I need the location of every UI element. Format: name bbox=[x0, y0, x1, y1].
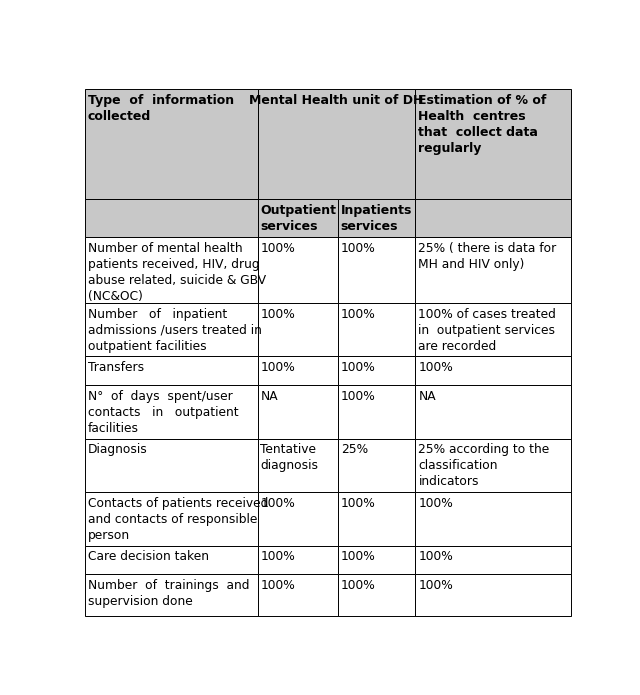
Text: Diagnosis: Diagnosis bbox=[88, 443, 148, 457]
Text: Number  of  trainings  and
supervision done: Number of trainings and supervision done bbox=[88, 579, 250, 608]
Text: 100%: 100% bbox=[260, 497, 295, 510]
Bar bbox=[257, 357, 338, 385]
Text: 100%: 100% bbox=[340, 243, 376, 255]
Bar bbox=[257, 303, 338, 357]
Text: 100%: 100% bbox=[340, 361, 376, 375]
Text: 100%: 100% bbox=[260, 579, 295, 592]
Text: 100%: 100% bbox=[340, 390, 376, 403]
Text: 100%: 100% bbox=[260, 308, 295, 321]
Text: Tentative
diagnosis: Tentative diagnosis bbox=[260, 443, 319, 473]
Text: Outpatient
services: Outpatient services bbox=[260, 204, 337, 233]
Bar bbox=[85, 574, 257, 616]
Text: N°  of  days  spent/user
contacts   in   outpatient
facilities: N° of days spent/user contacts in outpat… bbox=[88, 390, 239, 435]
Bar bbox=[85, 357, 257, 385]
Bar bbox=[85, 385, 257, 439]
Text: 100%: 100% bbox=[419, 361, 453, 375]
Text: 100%: 100% bbox=[340, 497, 376, 510]
Text: Number of mental health
patients received, HIV, drug
abuse related, suicide & GB: Number of mental health patients receive… bbox=[88, 243, 266, 303]
Bar bbox=[85, 303, 257, 357]
Bar bbox=[338, 574, 415, 616]
Bar bbox=[85, 238, 257, 303]
Bar bbox=[257, 199, 338, 238]
Text: Care decision taken: Care decision taken bbox=[88, 550, 209, 564]
Text: 25% ( there is data for
MH and HIV only): 25% ( there is data for MH and HIV only) bbox=[419, 243, 557, 271]
Bar bbox=[415, 546, 571, 574]
Text: Inpatients
services: Inpatients services bbox=[340, 204, 412, 233]
Text: 100%: 100% bbox=[340, 579, 376, 592]
Text: 100%: 100% bbox=[419, 579, 453, 592]
Bar bbox=[415, 439, 571, 492]
Text: 100%: 100% bbox=[260, 550, 295, 564]
Bar bbox=[85, 492, 257, 546]
Bar bbox=[257, 546, 338, 574]
Bar bbox=[257, 238, 338, 303]
Text: 25%: 25% bbox=[340, 443, 368, 457]
Bar bbox=[415, 357, 571, 385]
Text: 100%: 100% bbox=[260, 243, 295, 255]
Bar bbox=[257, 574, 338, 616]
Bar bbox=[85, 439, 257, 492]
Bar bbox=[415, 89, 571, 199]
Text: Mental Health unit of DH: Mental Health unit of DH bbox=[250, 94, 424, 106]
Bar bbox=[415, 492, 571, 546]
Bar bbox=[85, 199, 257, 238]
Text: 100% of cases treated
in  outpatient services
are recorded: 100% of cases treated in outpatient serv… bbox=[419, 308, 556, 353]
Bar bbox=[338, 199, 415, 238]
Bar bbox=[338, 357, 415, 385]
Bar bbox=[338, 385, 415, 439]
Bar bbox=[415, 385, 571, 439]
Bar bbox=[257, 439, 338, 492]
Text: Estimation of % of
Health  centres
that  collect data
regularly: Estimation of % of Health centres that c… bbox=[419, 94, 547, 154]
Text: 100%: 100% bbox=[419, 550, 453, 564]
Bar bbox=[415, 303, 571, 357]
Text: Type  of  information
collected: Type of information collected bbox=[88, 94, 234, 122]
Bar bbox=[338, 492, 415, 546]
Bar bbox=[85, 546, 257, 574]
Text: Contacts of patients received
and contacts of responsible
person: Contacts of patients received and contac… bbox=[88, 497, 268, 542]
Bar bbox=[338, 546, 415, 574]
Bar bbox=[415, 574, 571, 616]
Bar bbox=[338, 439, 415, 492]
Text: 100%: 100% bbox=[340, 308, 376, 321]
Bar bbox=[257, 89, 415, 199]
Bar bbox=[85, 89, 257, 199]
Bar bbox=[338, 238, 415, 303]
Text: 25% according to the
classification
indicators: 25% according to the classification indi… bbox=[419, 443, 550, 489]
Text: Number   of   inpatient
admissions /users treated in
outpatient facilities: Number of inpatient admissions /users tr… bbox=[88, 308, 262, 353]
Bar bbox=[257, 492, 338, 546]
Bar bbox=[415, 238, 571, 303]
Text: NA: NA bbox=[260, 390, 278, 403]
Text: 100%: 100% bbox=[419, 497, 453, 510]
Bar bbox=[338, 303, 415, 357]
Text: 100%: 100% bbox=[340, 550, 376, 564]
Bar bbox=[257, 385, 338, 439]
Text: NA: NA bbox=[419, 390, 436, 403]
Bar bbox=[415, 199, 571, 238]
Text: 100%: 100% bbox=[260, 361, 295, 375]
Text: Transfers: Transfers bbox=[88, 361, 144, 375]
